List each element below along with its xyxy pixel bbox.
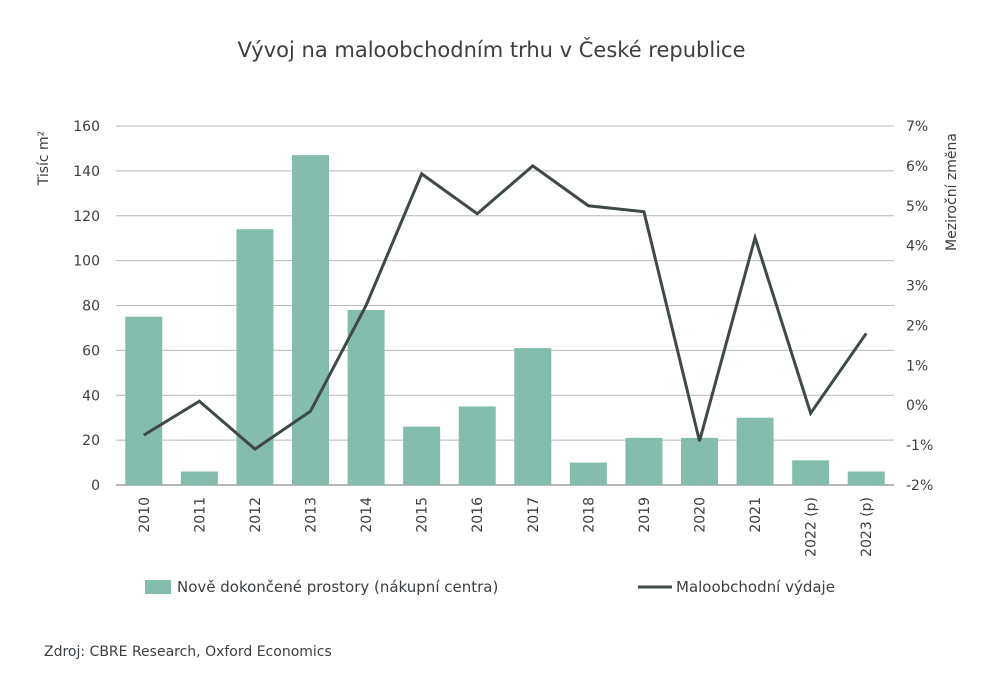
x-axis-ticks: 2010 2011 2012 2013 2014 2015 2016 2017 2018 2019… <box>137 497 875 557</box>
x-tick-label: 2017 <box>526 497 542 533</box>
left-tick-label: 60 <box>82 343 100 359</box>
left-tick-label: 80 <box>82 299 100 315</box>
x-tick-label: 2020 <box>693 497 709 533</box>
bar <box>847 471 885 485</box>
left-tick-label: 0 <box>91 478 100 494</box>
bar <box>792 460 830 485</box>
right-tick-label: -2% <box>906 478 933 494</box>
legend-bar-label: Nově dokončené prostory (nákupní centra) <box>177 578 498 596</box>
x-tick-label: 2021 <box>748 497 764 533</box>
left-axis-label: Tisíc m² <box>36 131 52 187</box>
x-tick-label: 2023 (p) <box>859 497 875 557</box>
left-axis-ticks: 0 20 40 60 80 100 120 140 160 <box>73 119 100 494</box>
right-tick-label: 2% <box>906 318 928 334</box>
bar <box>180 471 218 485</box>
x-tick-label: 2012 <box>248 497 264 533</box>
right-axis-ticks: -2% -1% 0% 1% 2% 3% 4% 5% 6% 7% <box>906 119 933 494</box>
right-tick-label: 0% <box>906 398 928 414</box>
legend-bar-swatch <box>145 580 171 594</box>
bar <box>458 406 496 485</box>
bar <box>681 437 718 485</box>
bar <box>736 417 774 485</box>
x-tick-label: 2013 <box>304 497 320 533</box>
chart-title: Vývoj na maloobchodním trhu v České repu… <box>237 38 746 62</box>
bar <box>569 462 607 485</box>
left-tick-label: 20 <box>82 433 100 449</box>
left-tick-label: 160 <box>73 119 100 135</box>
right-tick-label: 4% <box>906 239 928 255</box>
x-tick-label: 2011 <box>192 497 208 533</box>
left-tick-label: 120 <box>73 209 100 225</box>
right-tick-label: 6% <box>906 159 928 175</box>
x-tick-label: 2010 <box>137 497 153 533</box>
right-axis-label: Meziroční změna <box>944 133 960 251</box>
bar <box>236 229 274 485</box>
left-tick-label: 100 <box>73 254 100 270</box>
bar <box>625 437 663 485</box>
line-series-path <box>143 163 868 451</box>
bar <box>292 155 329 485</box>
x-tick-label: 2018 <box>581 497 597 533</box>
x-tick-label: 2016 <box>470 497 486 533</box>
legend-line-label: Maloobchodní výdaje <box>676 578 835 596</box>
x-tick-label: 2019 <box>637 497 653 533</box>
bar <box>125 316 163 485</box>
line-series <box>143 163 868 451</box>
bar <box>347 309 385 485</box>
bar-series <box>125 155 885 485</box>
x-tick-label: 2014 <box>359 497 375 533</box>
right-tick-label: 7% <box>906 119 928 135</box>
right-tick-label: -1% <box>906 438 933 454</box>
x-tick-label: 2022 (p) <box>804 497 820 557</box>
source-note: Zdroj: CBRE Research, Oxford Economics <box>44 644 332 660</box>
bar <box>514 348 552 485</box>
right-tick-label: 5% <box>906 199 928 215</box>
right-tick-label: 3% <box>906 279 928 295</box>
right-tick-label: 1% <box>906 358 928 374</box>
legend: Nově dokončené prostory (nákupní centra)… <box>145 578 835 596</box>
left-tick-label: 140 <box>73 164 100 180</box>
x-tick-label: 2015 <box>415 497 431 533</box>
left-tick-label: 40 <box>82 388 100 404</box>
bar <box>403 426 441 485</box>
